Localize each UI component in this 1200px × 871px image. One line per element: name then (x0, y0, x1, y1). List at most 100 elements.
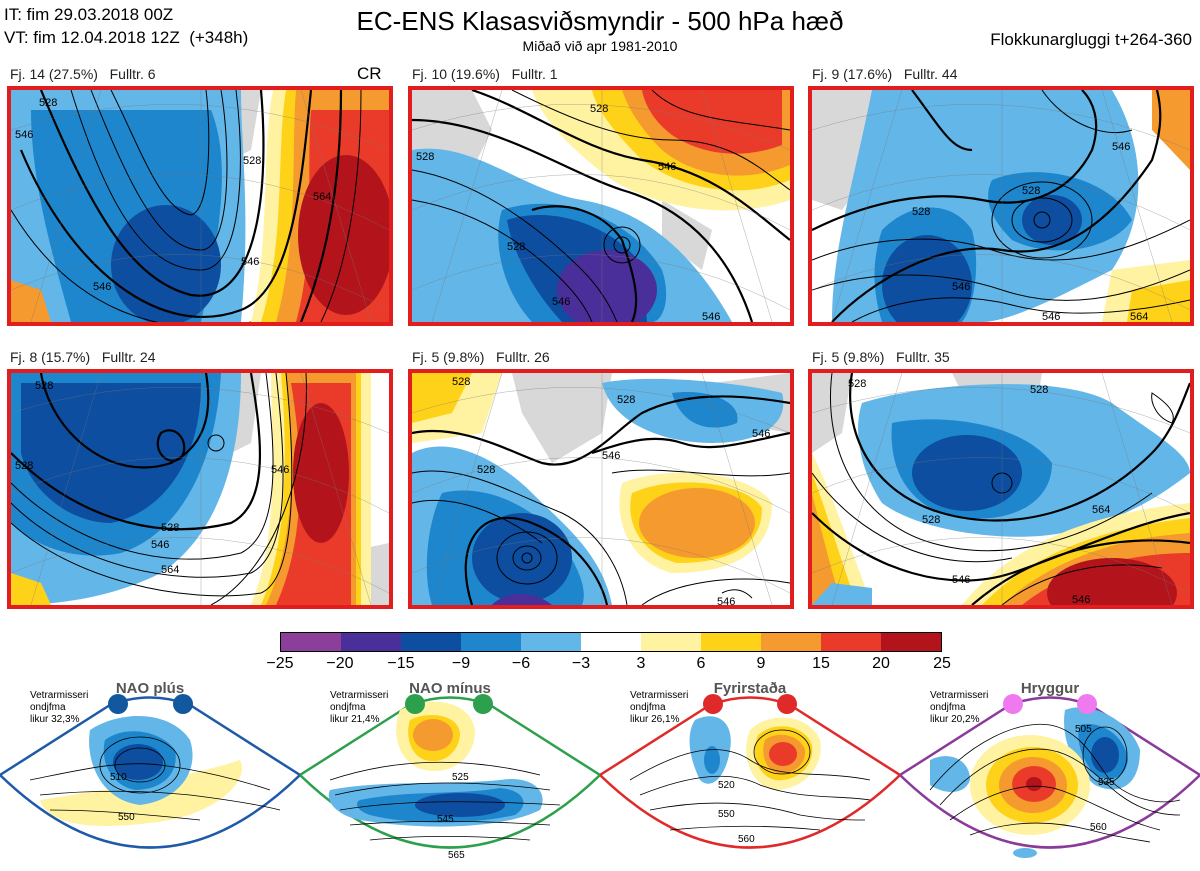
contour-label: 565 (448, 850, 465, 861)
colorbar-swatch (641, 633, 701, 651)
colorbar-tick: −9 (451, 655, 471, 672)
contour-label: 546 (702, 311, 720, 322)
colorbar-swatch (761, 633, 821, 651)
cluster-4-label: Fj. 8 (15.7%) Fulltr. 24 (10, 349, 156, 365)
cluster-1-label: Fj. 14 (27.5%) Fulltr. 6 (10, 66, 156, 82)
regime-note: Vetrarmisseri ondjfma likur 21,4% (330, 690, 389, 725)
cluster-2-label: Fj. 10 (19.6%) Fulltr. 1 (412, 66, 558, 82)
cluster-map-5: 528 528 528 546 546 546 (408, 369, 794, 609)
contour-label: 550 (718, 809, 735, 820)
regime-dot (777, 694, 797, 714)
contour-label: 520 (718, 780, 735, 791)
contour-label: 546 (952, 281, 970, 293)
regime-dot (1003, 694, 1023, 714)
contour-label: 528 (15, 460, 33, 472)
colorbar-swatch (461, 633, 521, 651)
contour-label: 528 (1022, 185, 1040, 197)
contour-label: 564 (1092, 504, 1110, 516)
page-title: EC-ENS Klasasviðsmyndir - 500 hPa hæð (356, 6, 844, 36)
contour-label: 505 (1075, 724, 1092, 735)
regime-note: Vetrarmisseri ondjfma likur 20,2% (930, 690, 989, 725)
contour-label: 564 (313, 191, 331, 203)
regime-name: Hryggur (1020, 680, 1080, 697)
colorbar-tick: 25 (933, 655, 951, 672)
colorbar (280, 632, 942, 652)
contour-label: 528 (1030, 384, 1048, 396)
contour-label: 546 (952, 574, 970, 586)
contour-label: 528 (416, 151, 434, 163)
regime-ridge: 505 535 560 Hryggur Vetrarmisseri ondjfm… (900, 680, 1200, 871)
contour-label: 546 (752, 428, 770, 440)
window-label: Flokkunargluggi t+264-360 (990, 30, 1192, 49)
regime-blocking: 520 550 560 Fyrirstaða Vetrarmisseri ond… (600, 680, 900, 871)
colorbar-swatch (521, 633, 581, 651)
contour-label: 546 (717, 596, 735, 605)
init-time: IT: fim 29.03.2018 00Z (4, 5, 174, 24)
colorbar-swatch (401, 633, 461, 651)
colorbar-tick: −3 (571, 655, 591, 672)
cluster-6-label: Fj. 5 (9.8%) Fulltr. 35 (812, 349, 950, 365)
contour-label: 546 (658, 161, 676, 173)
colorbar-tick: 15 (812, 655, 830, 672)
contour-label: 528 (243, 155, 261, 167)
cluster-3-label: Fj. 9 (17.6%) Fulltr. 44 (812, 66, 958, 82)
cluster-map-3: 528 546 528 546 546 564 (808, 86, 1194, 326)
colorbar-tick: 20 (872, 655, 890, 672)
colorbar-swatch (341, 633, 401, 651)
regime-note: Vetrarmisseri ondjfma likur 26,1% (630, 690, 689, 725)
contour-label: 546 (1042, 311, 1060, 322)
colorbar-swatch (281, 633, 341, 651)
contour-label: 528 (507, 241, 525, 253)
regime-nao-minus: 525 545 565 NAO mínus Vetrarmisseri ondj… (300, 680, 600, 871)
contour-label: 528 (922, 514, 940, 526)
colorbar-tick: −20 (326, 655, 354, 672)
contour-label: 546 (552, 296, 570, 308)
contour-label: 560 (1090, 822, 1107, 833)
contour-label: 564 (1130, 311, 1148, 322)
contour-label: 546 (271, 464, 289, 476)
regime-nao-plus: 510 550 NAO plús Vetrarmisseri ondjfma l… (0, 680, 300, 871)
contour-label: 528 (161, 522, 179, 534)
cluster-map-4: 528 528 528 546 564 546 (7, 369, 393, 609)
contour-label: 546 (93, 281, 111, 293)
valid-time: VT: fim 12.04.2018 12Z (+348h) (4, 28, 249, 47)
contour-label: 528 (617, 394, 635, 406)
cluster-map-1: 528 546 546 528 546 564 (7, 86, 393, 326)
contour-label: 528 (912, 206, 930, 218)
colorbar-tick: 9 (756, 655, 766, 672)
contour-label: 528 (848, 378, 866, 390)
colorbar-tick: −15 (387, 655, 415, 672)
colorbar-swatch (581, 633, 641, 651)
contour-label: 525 (452, 772, 469, 783)
regime-name: NAO mínus (409, 680, 491, 697)
regime-dot (108, 694, 128, 714)
cluster-1-tag: CR (357, 64, 382, 83)
page-subtitle: Miðað við apr 1981-2010 (522, 38, 678, 54)
colorbar-swatch (701, 633, 761, 651)
colorbar-tick: −25 (266, 655, 294, 672)
contour-label: 550 (118, 812, 135, 823)
contour-label: 560 (738, 834, 755, 845)
contour-label: 528 (35, 380, 53, 392)
contour-label: 528 (477, 464, 495, 476)
regime-name: Fyrirstaða (713, 680, 787, 697)
regime-dot (473, 694, 493, 714)
contour-label: 546 (241, 256, 259, 268)
contour-label: 564 (161, 564, 179, 576)
colorbar-swatch (881, 633, 941, 651)
contour-label: 546 (151, 539, 169, 551)
regime-dot (173, 694, 193, 714)
regime-note: Vetrarmisseri ondjfma likur 32,3% (30, 690, 89, 725)
cluster-5-label: Fj. 5 (9.8%) Fulltr. 26 (412, 349, 550, 365)
contour-label: 546 (1112, 141, 1130, 153)
contour-label: 528 (39, 97, 57, 109)
contour-label: 546 (1072, 594, 1090, 605)
contour-label: 545 (437, 814, 454, 825)
contour-label: 546 (15, 129, 33, 141)
colorbar-tick: 6 (696, 655, 706, 672)
regime-dot (405, 694, 425, 714)
colorbar-tick: 3 (636, 655, 646, 672)
regime-name: NAO plús (115, 680, 185, 697)
regime-dot (1077, 694, 1097, 714)
contour-label: 528 (452, 376, 470, 388)
